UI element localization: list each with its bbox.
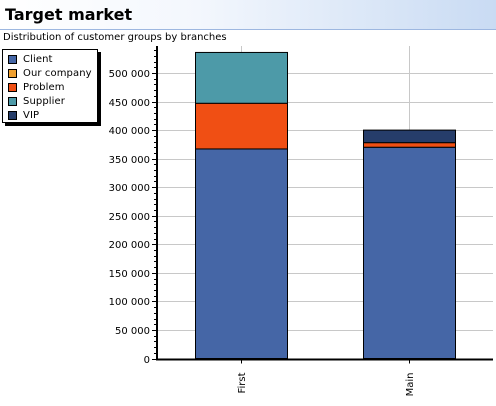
y-tick-label: 500 000	[109, 69, 150, 80]
legend-item-client: Client	[8, 53, 53, 65]
legend: Client Our company Problem Supplier VIP	[2, 49, 98, 123]
chart-title: Target market	[5, 5, 133, 24]
legend-label-client: Client	[23, 53, 53, 65]
y-tick-label: 250 000	[109, 212, 150, 223]
x-tick-label-first: First	[237, 372, 248, 393]
bar-segment-supplier-first	[195, 51, 288, 104]
legend-swatch-problem	[8, 82, 17, 92]
bar-segment-vip-main	[363, 129, 456, 144]
x-tick-label-main: Main	[405, 373, 416, 397]
bar-segment-client-first	[195, 148, 288, 359]
legend-label-problem: Problem	[23, 81, 65, 93]
y-tick-label: 300 000	[109, 183, 150, 194]
legend-item-vip: VIP	[8, 109, 39, 121]
y-tick-label: 450 000	[109, 98, 150, 109]
y-tick-label: 50 000	[115, 326, 150, 337]
legend-swatch-client	[8, 54, 17, 64]
legend-item-supplier: Supplier	[8, 95, 65, 107]
legend-label-supplier: Supplier	[23, 95, 66, 107]
legend-item-our-company: Our company	[8, 67, 92, 79]
bar-segment-problem-main	[363, 142, 456, 148]
legend-label-vip: VIP	[23, 109, 40, 121]
legend-swatch-supplier	[8, 96, 17, 106]
y-tick-label: 200 000	[109, 240, 150, 251]
y-tick-label: 100 000	[109, 297, 150, 308]
y-tick-label: 400 000	[109, 126, 150, 137]
legend-label-our-company: Our company	[23, 67, 92, 79]
chart-header: Target market	[0, 0, 496, 30]
legend-swatch-our-company	[8, 68, 17, 78]
chart-subtitle: Distribution of customer groups by branc…	[3, 32, 227, 43]
y-tick-label: 150 000	[109, 269, 150, 280]
y-tick-label: 0	[144, 355, 150, 366]
y-tick-label: 350 000	[109, 155, 150, 166]
bar-segment-client-main	[363, 146, 456, 359]
bar-segment-problem-first	[195, 102, 288, 150]
legend-item-problem: Problem	[8, 81, 65, 93]
legend-swatch-vip	[8, 110, 17, 120]
